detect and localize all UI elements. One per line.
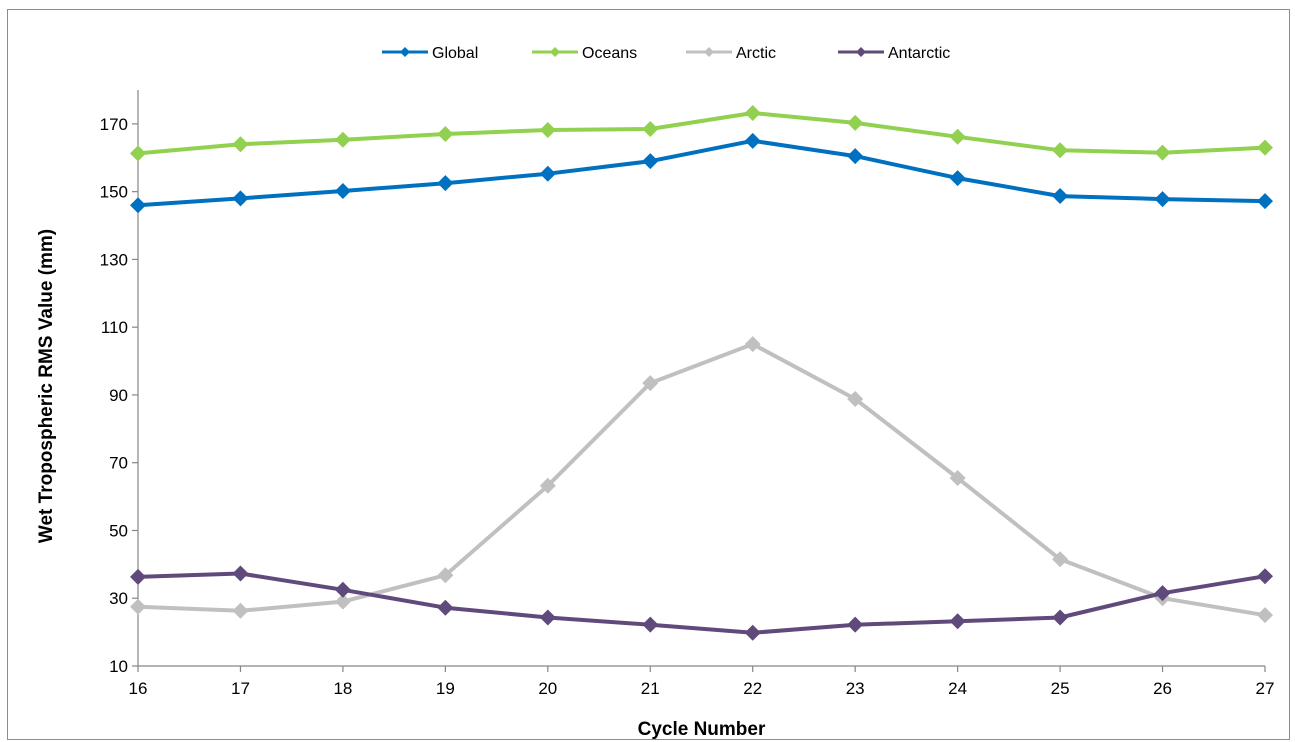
data-point-oceans — [642, 120, 659, 137]
line-chart: Global Oceans Arctic Antarctic 10 30 50 70 90 11… — [36, 45, 1275, 740]
data-point-antarctic — [437, 599, 454, 616]
y-tick-label: 70 — [109, 454, 128, 473]
data-point-antarctic — [334, 581, 351, 598]
data-point-arctic — [1257, 607, 1273, 624]
y-axis-title: Wet Tropospheric RMS Value (mm) — [36, 229, 57, 543]
data-point-antarctic — [949, 613, 966, 630]
data-point-global — [232, 190, 249, 207]
x-tick-label: 26 — [1153, 679, 1172, 698]
legend: Global Oceans Arctic Antarctic — [382, 45, 950, 62]
series-global — [130, 132, 1273, 214]
data-point-arctic — [949, 469, 966, 486]
legend-label: Antarctic — [888, 45, 950, 62]
data-point-global — [539, 165, 556, 182]
data-point-oceans — [232, 136, 249, 153]
data-point-global — [334, 182, 351, 199]
series-lines — [130, 105, 1273, 641]
legend-label: Oceans — [582, 45, 637, 62]
data-point-global — [130, 197, 146, 214]
legend-label: Arctic — [736, 45, 776, 62]
data-point-arctic — [130, 598, 146, 615]
data-point-oceans — [949, 128, 966, 145]
data-point-global — [744, 132, 761, 149]
series-line-antarctic — [137, 571, 1266, 635]
chart-frame: Global Oceans Arctic Antarctic 10 30 50 70 90 11… — [7, 9, 1290, 740]
x-tick-label: 19 — [436, 679, 455, 698]
axes: 10 30 50 70 90 110 130 150 170 16 17 18 19 20 21 22 23 24… — [100, 90, 1275, 698]
data-point-oceans — [847, 114, 864, 131]
legend-swatch-marker — [400, 47, 410, 57]
y-tick-label: 150 — [100, 183, 128, 202]
data-point-arctic — [1052, 551, 1069, 568]
legend-item-arctic: Arctic — [686, 45, 776, 62]
data-point-antarctic — [1154, 585, 1171, 602]
data-point-arctic — [437, 567, 454, 584]
y-tick-label: 110 — [101, 318, 128, 337]
x-tick-label: 23 — [846, 679, 865, 698]
x-tick-label: 16 — [129, 679, 148, 698]
x-tick-label: 24 — [948, 679, 967, 698]
data-point-global — [437, 175, 454, 192]
data-point-arctic — [847, 391, 864, 408]
x-tick-label: 27 — [1256, 679, 1275, 698]
data-point-global — [1257, 193, 1273, 210]
legend-label: Global — [432, 45, 478, 62]
data-point-antarctic — [744, 624, 761, 641]
x-tick-label: 21 — [641, 679, 660, 698]
data-point-global — [1052, 188, 1069, 205]
y-tick-label: 30 — [109, 589, 128, 608]
data-point-oceans — [130, 145, 146, 162]
series-line-oceans — [137, 111, 1266, 156]
y-tick-label: 50 — [109, 521, 128, 540]
series-arctic — [130, 336, 1273, 624]
data-point-oceans — [334, 131, 351, 148]
data-point-oceans — [1052, 142, 1069, 159]
data-point-arctic — [642, 375, 659, 392]
data-point-antarctic — [130, 568, 146, 585]
legend-swatch-marker — [550, 47, 560, 57]
data-point-oceans — [744, 105, 761, 122]
x-axis-title: Cycle Number — [638, 719, 766, 740]
data-point-oceans — [1257, 139, 1273, 156]
legend-swatch-marker — [856, 47, 866, 57]
data-point-antarctic — [642, 616, 659, 633]
data-point-arctic — [539, 477, 556, 494]
data-point-antarctic — [847, 616, 864, 633]
x-tick-label: 20 — [538, 679, 557, 698]
legend-swatch-marker — [704, 47, 714, 57]
data-point-antarctic — [1257, 568, 1273, 585]
data-point-arctic — [744, 336, 761, 353]
legend-item-global: Global — [382, 45, 478, 62]
data-point-oceans — [437, 126, 454, 143]
data-point-oceans — [1154, 144, 1171, 161]
data-point-global — [642, 153, 659, 170]
data-point-antarctic — [232, 565, 249, 582]
data-point-arctic — [232, 602, 249, 619]
x-tick-label: 22 — [743, 679, 762, 698]
series-antarctic — [130, 565, 1273, 641]
data-point-arctic — [334, 593, 351, 610]
data-point-antarctic — [1052, 609, 1069, 626]
y-tick-label: 130 — [100, 250, 128, 269]
x-tick-label: 25 — [1051, 679, 1070, 698]
data-point-global — [1154, 191, 1171, 208]
x-tick-label: 18 — [333, 679, 352, 698]
series-line-arctic — [137, 342, 1266, 618]
series-oceans — [130, 105, 1273, 162]
data-point-global — [949, 170, 966, 187]
y-tick-label: 170 — [100, 115, 128, 134]
legend-item-oceans: Oceans — [532, 45, 637, 62]
data-point-oceans — [539, 121, 556, 138]
y-tick-label: 90 — [109, 386, 128, 405]
x-tick-label: 17 — [231, 679, 250, 698]
legend-item-antarctic: Antarctic — [838, 45, 950, 62]
data-point-antarctic — [539, 609, 556, 626]
y-tick-label: 10 — [109, 657, 128, 676]
series-line-global — [137, 138, 1266, 208]
data-point-global — [847, 148, 864, 165]
